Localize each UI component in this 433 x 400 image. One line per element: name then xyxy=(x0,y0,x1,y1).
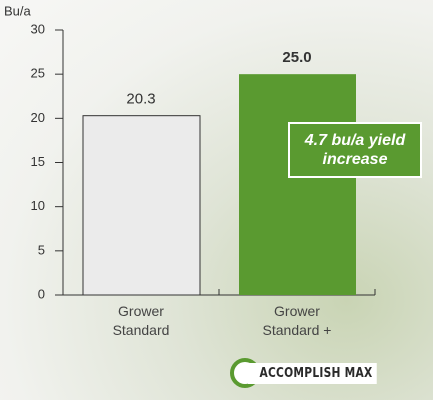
y-tick-label: 30 xyxy=(31,21,45,36)
y-tick-label: 20 xyxy=(31,110,45,125)
logo: ACCOMPLISH MAX xyxy=(230,356,405,390)
value-label: 20.3 xyxy=(126,91,155,108)
value-label: 25.0 xyxy=(282,49,311,66)
y-tick-label: 0 xyxy=(38,286,45,301)
y-axis-label: Bu/a xyxy=(4,3,32,18)
logo-text: ACCOMPLISH MAX xyxy=(248,362,377,384)
y-tick-label: 15 xyxy=(31,154,45,169)
bar xyxy=(239,74,356,296)
x-tick-label: Grower Standard + xyxy=(262,303,332,338)
bar xyxy=(82,115,201,296)
annotation: 4.7 bu/a yield increase xyxy=(288,122,422,178)
y-tick-label: 5 xyxy=(38,242,45,257)
y-tick-label: 10 xyxy=(31,198,45,213)
x-tick-label: Grower Standard xyxy=(112,303,170,338)
y-tick-label: 25 xyxy=(31,66,45,81)
